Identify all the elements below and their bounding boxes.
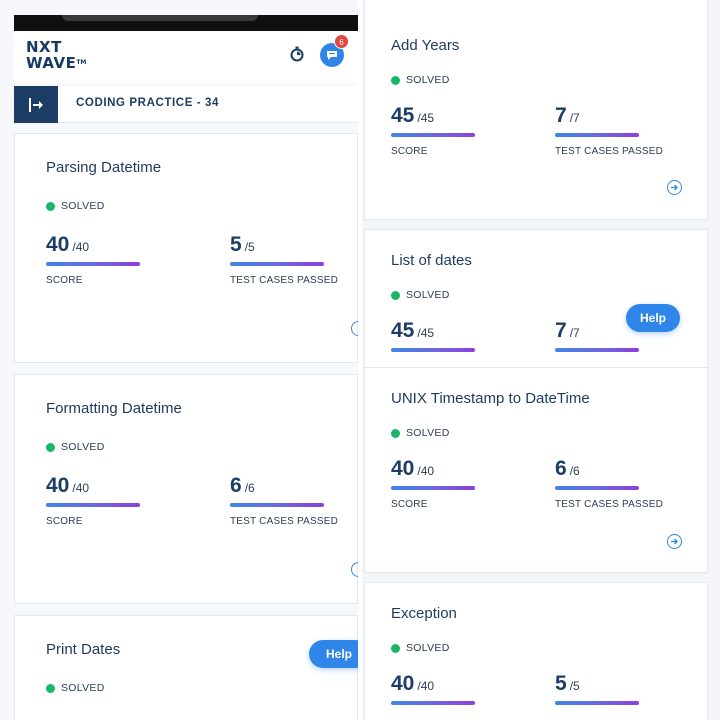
question-title: Parsing Datetime <box>46 159 162 176</box>
exit-icon <box>29 97 43 112</box>
score-metric: 45/45 <box>391 319 475 352</box>
score-metric: 40/40 <box>391 672 475 705</box>
test-cases-metric: 7/7 <box>555 319 639 352</box>
status-solved: SOLVED <box>46 441 105 453</box>
test-cases-metric: 6/6 TEST CASES PASSED <box>230 474 339 527</box>
arrow-right-icon[interactable] <box>351 562 358 577</box>
tests-progress-bar <box>555 701 639 705</box>
nxtwave-logo[interactable]: NXT WAVETM <box>26 39 86 71</box>
question-title: Exception <box>391 605 457 622</box>
logo-line2: WAVE <box>26 54 77 72</box>
left-screenshot: NXT WAVETM 6 CODING PRACTICE - 34 Parsin… <box>0 0 358 720</box>
question-title: List of dates <box>391 252 472 269</box>
divider <box>358 0 362 720</box>
question-card[interactable]: UNIX Timestamp to DateTime SOLVED 40/40 … <box>364 367 708 573</box>
question-card[interactable]: List of dates SOLVED 45/45 7/7 <box>364 229 708 369</box>
score-progress-bar <box>46 262 140 266</box>
score-progress-bar <box>391 701 475 705</box>
question-card[interactable]: Parsing Datetime SOLVED 40/40 SCORE 5/5 … <box>14 133 358 363</box>
solved-dot-icon <box>391 643 400 653</box>
notch <box>62 15 258 21</box>
status-solved: SOLVED <box>391 427 450 439</box>
status-solved: SOLVED <box>391 289 450 301</box>
score-progress-bar <box>391 348 475 352</box>
arrow-right-icon[interactable] <box>667 180 682 195</box>
practice-bar: CODING PRACTICE - 34 <box>14 86 358 123</box>
app-header: NXT WAVETM 6 <box>14 31 358 83</box>
solved-dot-icon <box>46 683 55 693</box>
tests-progress-bar <box>555 348 639 352</box>
practice-title: CODING PRACTICE - 34 <box>76 97 219 109</box>
test-cases-metric: 6/6 TEST CASES PASSED <box>555 457 664 510</box>
help-button[interactable]: Help <box>626 304 680 332</box>
notification-badge: 6 <box>334 34 349 49</box>
solved-dot-icon <box>391 75 400 85</box>
status-solved: SOLVED <box>46 682 105 694</box>
question-card[interactable]: Exception SOLVED 40/40 5/5 <box>364 582 708 720</box>
score-progress-bar <box>391 133 475 137</box>
exit-button[interactable] <box>14 86 58 123</box>
question-title: Print Dates <box>46 641 121 658</box>
status-bar <box>14 15 358 31</box>
status-solved: SOLVED <box>46 200 105 212</box>
solved-dot-icon <box>391 428 400 438</box>
question-title: Add Years <box>391 37 460 54</box>
arrow-right-icon[interactable] <box>351 321 358 336</box>
solved-dot-icon <box>391 290 400 300</box>
score-metric: 40/40 SCORE <box>391 457 475 510</box>
solved-dot-icon <box>46 442 55 452</box>
status-solved: SOLVED <box>391 74 450 86</box>
question-card[interactable]: Print Dates SOLVED <box>14 615 358 720</box>
logo-line1: NXT <box>26 38 62 56</box>
right-screenshot: Add Years SOLVED 45/45 SCORE 7/7 TEST CA… <box>362 0 720 720</box>
test-cases-metric: 5/5 <box>555 672 639 705</box>
tests-progress-bar <box>555 133 639 137</box>
logo-tm: TM <box>76 59 87 66</box>
score-progress-bar <box>391 486 475 490</box>
help-button[interactable]: Help <box>309 640 358 668</box>
status-solved: SOLVED <box>391 642 450 654</box>
question-title: Formatting Datetime <box>46 400 182 417</box>
tests-progress-bar <box>230 503 324 507</box>
score-metric: 45/45 SCORE <box>391 104 475 157</box>
test-cases-metric: 5/5 TEST CASES PASSED <box>230 233 339 286</box>
stopwatch-icon[interactable] <box>289 46 305 62</box>
score-progress-bar <box>46 503 140 507</box>
test-cases-metric: 7/7 TEST CASES PASSED <box>555 104 664 157</box>
score-metric: 40/40 SCORE <box>46 233 140 286</box>
question-title: UNIX Timestamp to DateTime <box>391 390 590 407</box>
tests-progress-bar <box>230 262 324 266</box>
score-metric: 40/40 SCORE <box>46 474 140 527</box>
arrow-right-icon[interactable] <box>667 534 682 549</box>
solved-dot-icon <box>46 201 55 211</box>
question-card[interactable]: Add Years SOLVED 45/45 SCORE 7/7 TEST CA… <box>364 0 708 220</box>
question-card[interactable]: Formatting Datetime SOLVED 40/40 SCORE 6… <box>14 374 358 604</box>
chat-icon[interactable] <box>320 43 344 67</box>
tests-progress-bar <box>555 486 639 490</box>
